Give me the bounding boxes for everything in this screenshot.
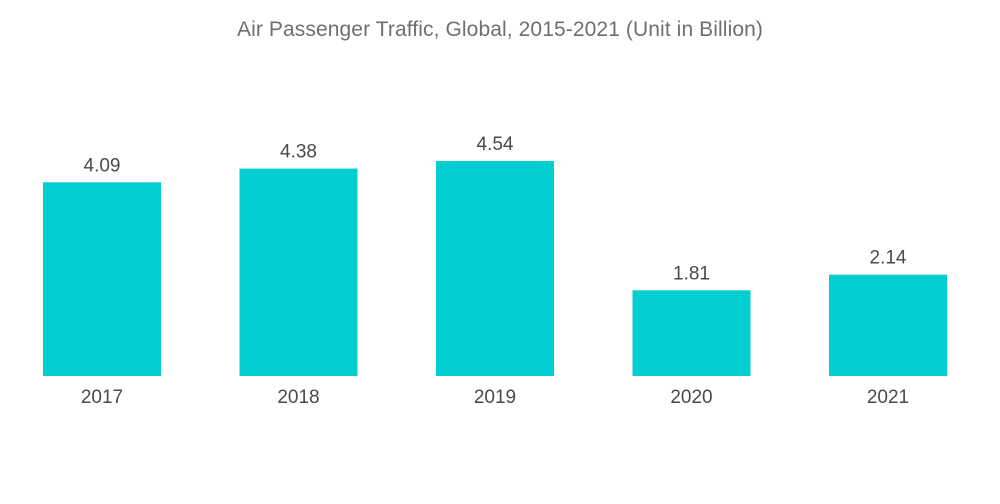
bars-layer	[43, 161, 947, 376]
bar-2021	[829, 274, 947, 376]
value-label-2020: 1.81	[673, 263, 710, 284]
x-tick-label-2019: 2019	[474, 387, 516, 408]
value-label-2019: 4.54	[477, 134, 514, 155]
value-label-2017: 4.09	[84, 155, 121, 176]
x-tick-labels-layer: 2017 2018 2019 2020 2021	[81, 387, 909, 408]
x-tick-label-2017: 2017	[81, 387, 123, 408]
bar-2018	[239, 168, 358, 376]
x-tick-label-2020: 2020	[670, 387, 712, 408]
bar-2019	[436, 161, 554, 376]
x-tick-label-2021: 2021	[867, 387, 909, 408]
value-label-2021: 2.14	[870, 248, 907, 269]
value-labels-layer: 4.09 4.38 4.54 1.81 2.14	[84, 134, 907, 284]
value-label-2018: 4.38	[280, 142, 317, 163]
x-tick-label-2018: 2018	[277, 387, 319, 408]
chart-title: Air Passenger Traffic, Global, 2015-2021…	[236, 18, 763, 41]
bar-2020	[632, 290, 751, 376]
bar-2017	[43, 182, 161, 376]
